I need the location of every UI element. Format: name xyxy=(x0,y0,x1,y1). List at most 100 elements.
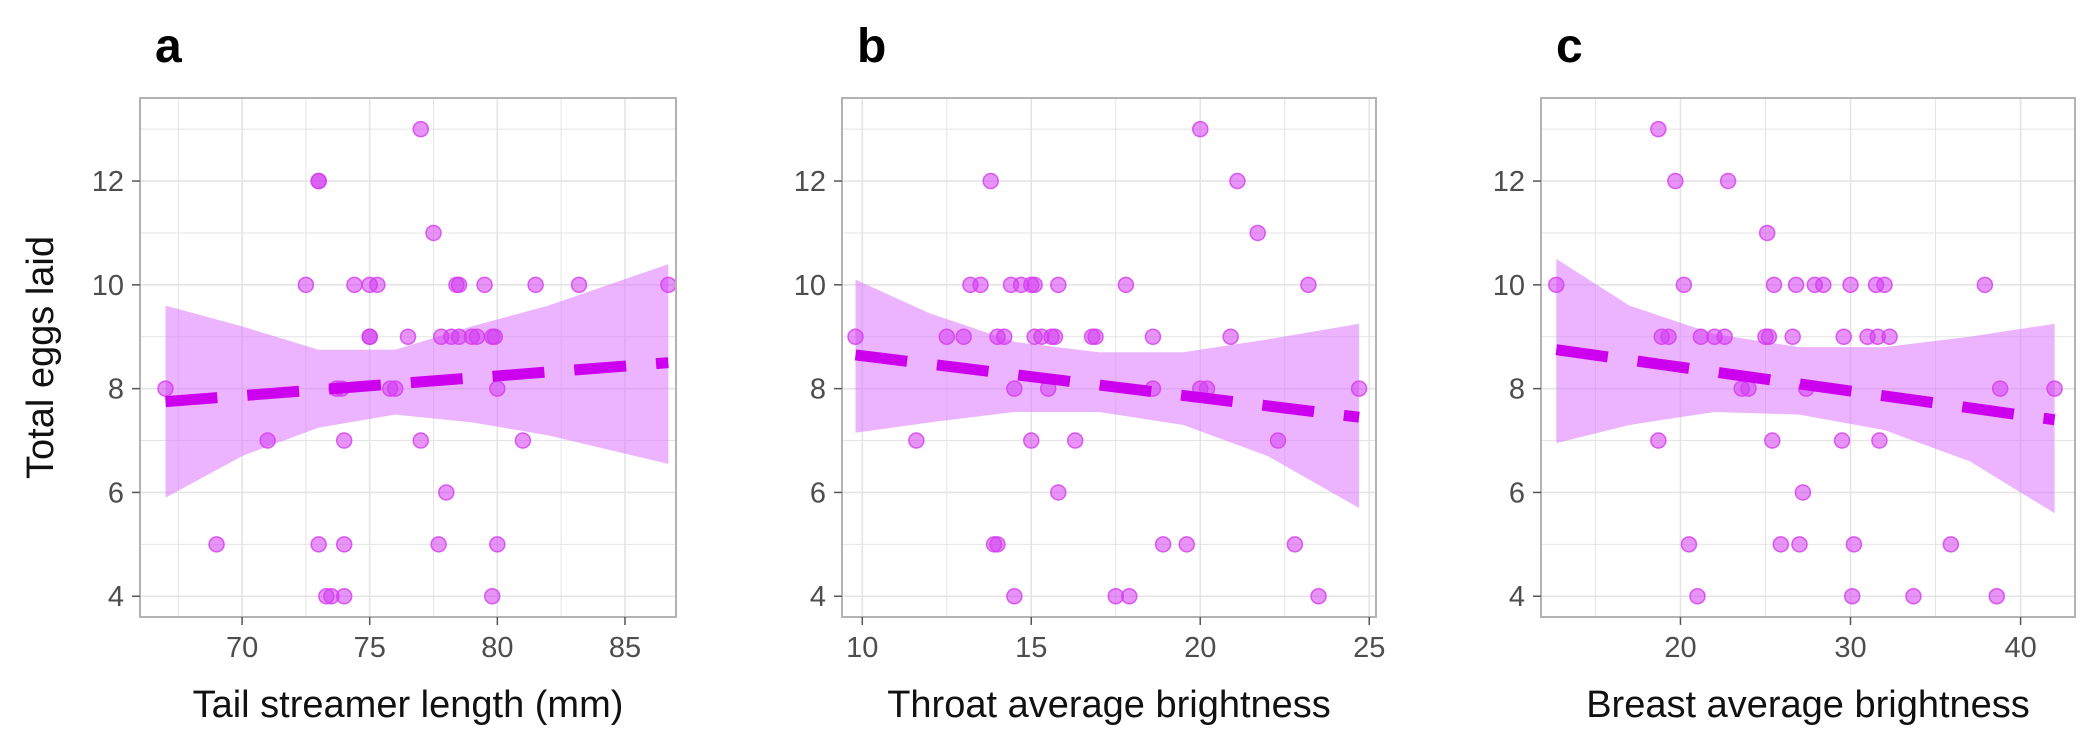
data-point xyxy=(1117,276,1135,294)
data-point xyxy=(1650,120,1667,138)
confidence-band xyxy=(855,279,1360,509)
data-point xyxy=(1046,328,1064,345)
data-point xyxy=(1050,484,1067,501)
y-tick-label: 10 xyxy=(92,270,124,302)
y-tick-label: 4 xyxy=(108,581,124,613)
x-axis-label: Throat average brightness xyxy=(887,684,1331,726)
data-point xyxy=(1787,276,1805,294)
data-point xyxy=(1791,536,1808,553)
data-point xyxy=(386,380,404,397)
data-point xyxy=(1765,276,1783,294)
data-point xyxy=(1667,172,1684,190)
data-point xyxy=(208,536,225,553)
data-point xyxy=(1650,432,1667,449)
data-point xyxy=(1784,328,1801,345)
data-point xyxy=(1905,587,1922,605)
data-point xyxy=(1689,587,1706,605)
data-point xyxy=(412,120,430,138)
data-point xyxy=(1988,587,2006,605)
panel-a: 4 6 8 10 12 70 75 80 85 Tail streamer length (mm)… xyxy=(20,20,677,726)
data-point xyxy=(486,328,504,345)
data-point xyxy=(972,276,989,294)
data-point xyxy=(483,587,501,605)
y-tick-label: 12 xyxy=(1493,166,1525,198)
data-point xyxy=(1023,432,1040,449)
panel-border xyxy=(841,97,1377,618)
data-point xyxy=(1680,536,1698,553)
data-point xyxy=(995,328,1013,345)
trend-line xyxy=(854,349,1360,423)
data-point xyxy=(955,328,972,345)
data-point xyxy=(399,328,417,345)
data-point xyxy=(1286,536,1304,553)
data-point xyxy=(1121,587,1138,605)
y-tick-label: 10 xyxy=(794,270,826,302)
panel-c: 4 6 8 10 12 20 30 40 Breast average brightness c xyxy=(1493,20,2076,726)
data-point xyxy=(1350,380,1368,397)
y-axis-label: Total eggs laid xyxy=(20,236,62,479)
data-point xyxy=(297,276,315,294)
y-tick-label: 10 xyxy=(1493,270,1525,302)
data-point xyxy=(1144,328,1162,345)
data-point xyxy=(1675,276,1693,294)
data-point xyxy=(489,536,506,553)
trend-line xyxy=(165,357,669,408)
data-point xyxy=(847,328,864,345)
panel-label: c xyxy=(1556,20,1583,73)
data-point xyxy=(1026,276,1043,294)
data-point xyxy=(1760,328,1778,345)
data-point xyxy=(489,380,506,397)
data-point xyxy=(1692,328,1710,345)
data-point xyxy=(1107,587,1125,605)
y-tick-label: 8 xyxy=(108,374,124,406)
data-point xyxy=(1716,328,1733,345)
x-tick-label: 70 xyxy=(226,632,258,664)
panel-b: 4 6 8 10 12 10 15 20 25 Throat average brightness… xyxy=(794,20,1386,726)
y-tick-label: 4 xyxy=(810,581,826,613)
data-point xyxy=(938,328,956,345)
data-point xyxy=(527,276,544,294)
data-point xyxy=(1845,536,1863,553)
data-point xyxy=(1006,587,1023,605)
data-point xyxy=(369,276,386,294)
data-point xyxy=(1835,328,1852,345)
data-point xyxy=(1871,432,1888,449)
data-point xyxy=(1976,276,1994,294)
data-point xyxy=(310,172,327,190)
data-point xyxy=(1300,276,1317,294)
data-point xyxy=(1843,587,1861,605)
trend-line xyxy=(1555,344,2056,426)
data-point xyxy=(1772,536,1790,553)
data-point xyxy=(1815,276,1832,294)
x-tick-label: 25 xyxy=(1353,632,1385,664)
x-tick-label: 85 xyxy=(609,632,641,664)
x-tick-label: 10 xyxy=(846,632,878,664)
data-point xyxy=(1154,536,1172,553)
data-point xyxy=(157,380,174,397)
y-tick-label: 4 xyxy=(1509,581,1525,613)
data-point xyxy=(476,276,493,294)
data-point xyxy=(430,536,447,553)
data-point xyxy=(1087,328,1104,345)
x-tick-label: 20 xyxy=(1664,632,1696,664)
x-tick-label: 20 xyxy=(1184,632,1216,664)
data-point xyxy=(1740,380,1757,397)
data-point xyxy=(1548,276,1565,294)
data-point xyxy=(412,432,430,449)
data-point xyxy=(660,276,677,294)
data-point xyxy=(1794,484,1812,501)
data-point xyxy=(310,536,327,553)
x-tick-label: 40 xyxy=(2004,632,2036,664)
data-point xyxy=(1006,380,1023,397)
x-axis-label: Breast average brightness xyxy=(1586,684,2030,726)
data-point xyxy=(1050,276,1067,294)
y-tick-label: 6 xyxy=(810,477,826,509)
y-tick-label: 12 xyxy=(92,166,124,198)
data-point xyxy=(346,276,363,294)
data-point xyxy=(1991,380,2009,397)
data-point xyxy=(335,587,353,605)
panel-border xyxy=(139,97,677,618)
data-point xyxy=(982,172,999,190)
